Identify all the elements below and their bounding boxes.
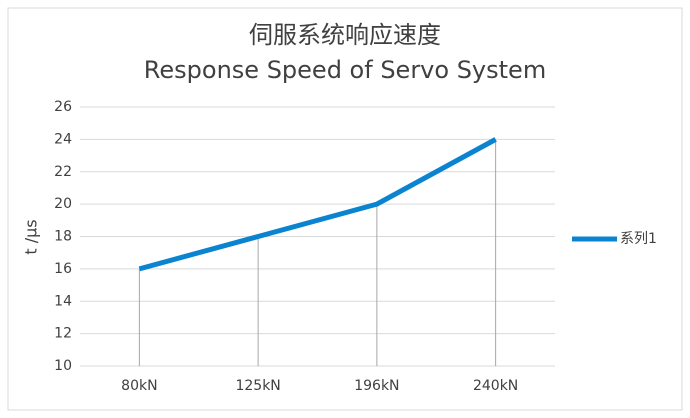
y-tick-label: 26 [54, 99, 72, 115]
x-tick-label: 196kN [354, 378, 399, 394]
line [138, 137, 497, 272]
y-tick-label: 16 [54, 261, 72, 277]
x-tick-label: 240kN [473, 378, 518, 394]
y-tick-label: 18 [54, 229, 72, 245]
x-tick-label: 125kN [235, 378, 280, 394]
legend-label: 系列1 [620, 231, 657, 247]
y-tick-label: 22 [54, 164, 72, 180]
y-tick-label: 14 [54, 293, 72, 309]
y-tick-label: 10 [54, 358, 72, 374]
x-tick-label: 80kN [121, 378, 157, 394]
chart-title: 伺服系统响应速度 [249, 21, 441, 49]
chart-border [7, 7, 683, 411]
chart-subtitle: Response Speed of Servo System [144, 56, 546, 84]
y-tick-label: 20 [54, 196, 72, 212]
y-axis-label: t /μs [22, 219, 41, 254]
y-tick-label: 12 [54, 326, 72, 342]
y-tick-label: 24 [54, 131, 72, 147]
